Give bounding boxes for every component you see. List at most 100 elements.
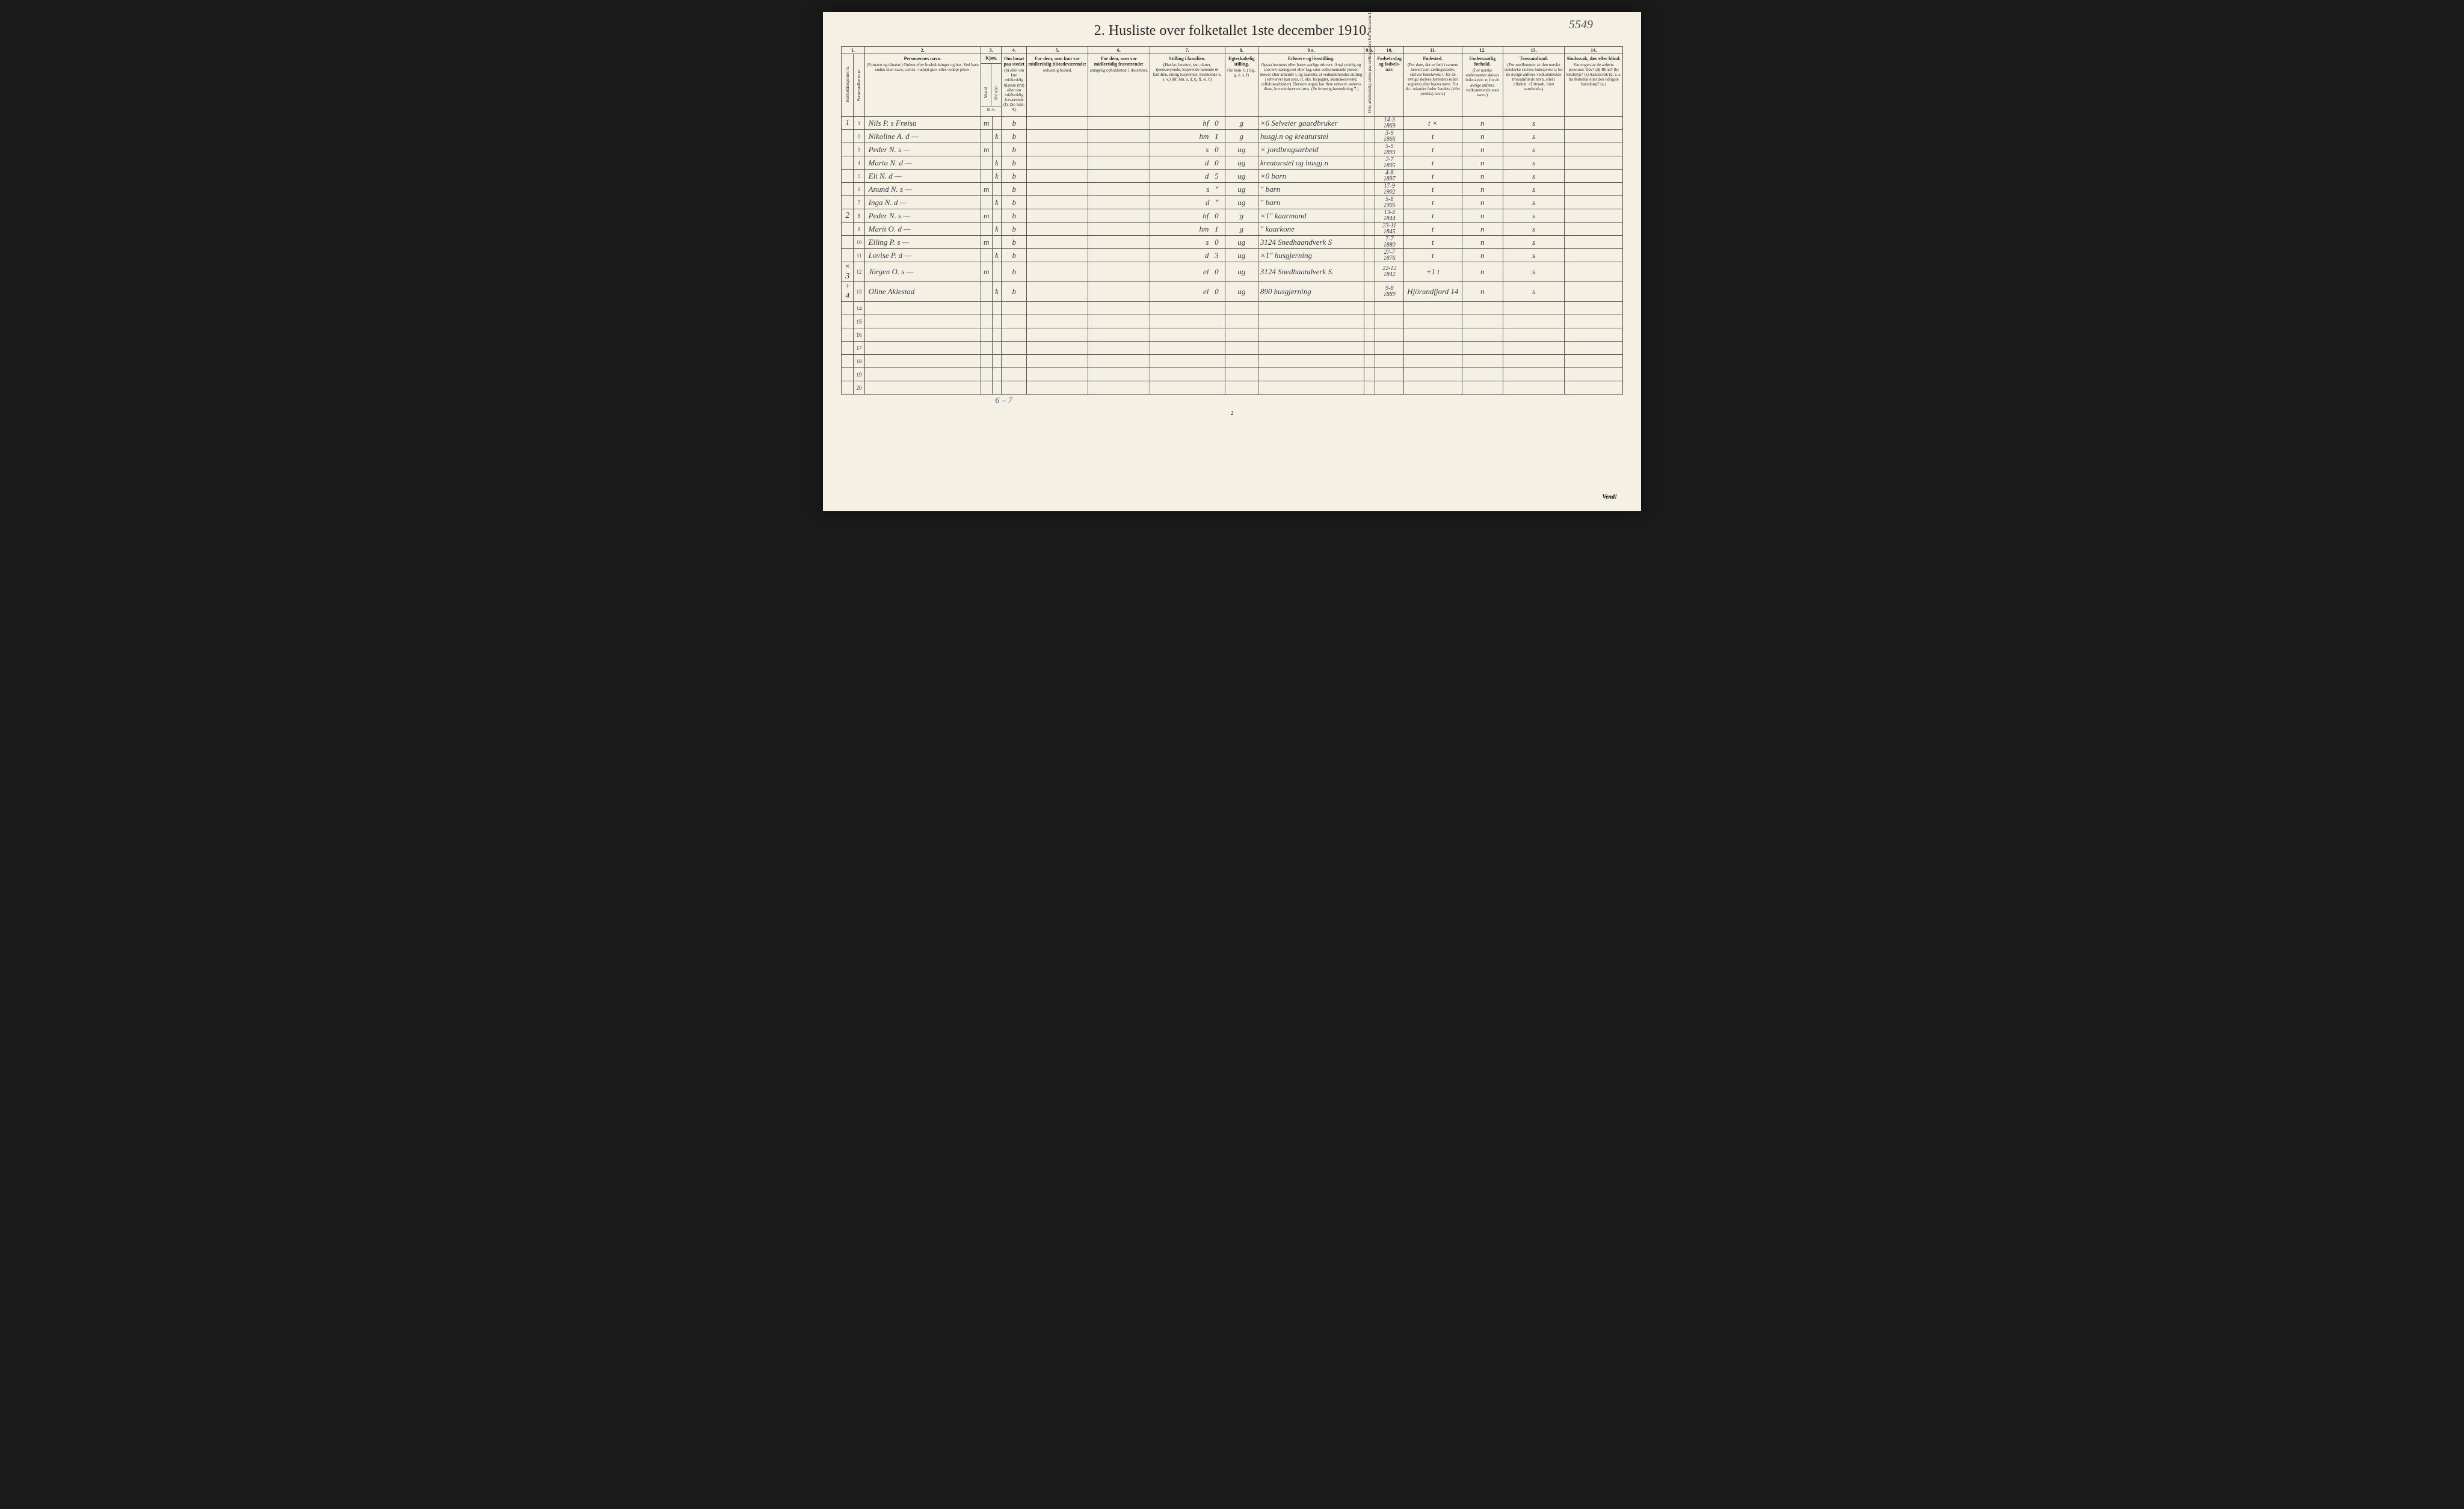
cell-disability [1565, 156, 1623, 170]
cell-occupation: kreaturstel og husgj.n [1258, 156, 1364, 170]
cell-family: el 0 [1150, 282, 1225, 302]
table-row: 28Peder N. s —mbhf 0g×1" kaarmand13-4184… [842, 209, 1623, 223]
cell-marital: ug [1225, 143, 1258, 156]
table-row: 6Anund N. s —mbs "ug" barn17-91902t ns [842, 183, 1623, 196]
cell-sex-m [981, 223, 992, 236]
cell-sex-m: m [981, 183, 992, 196]
cell-marital: ug [1225, 156, 1258, 170]
cell-temp-present [1026, 209, 1088, 223]
cell-family: hf 0 [1150, 117, 1225, 130]
cell-name: Elling P. s — [864, 236, 981, 249]
cell-disability [1565, 236, 1623, 249]
cell-temp-absent [1088, 130, 1150, 143]
cell-person-num: 8 [854, 209, 864, 223]
cell-unemployed [1364, 262, 1375, 282]
cell-temp-absent [1088, 282, 1150, 302]
cell-birthplace: t [1404, 130, 1462, 143]
cell-disability [1565, 249, 1623, 262]
colnum-6: 6. [1088, 47, 1150, 54]
cell-temp-present [1026, 196, 1088, 209]
cell-hh [842, 196, 854, 209]
cell-sex-m [981, 130, 992, 143]
cell-sex-m: m [981, 143, 992, 156]
cell-religion: s [1503, 170, 1564, 183]
cell-birthplace: t × [1404, 117, 1462, 130]
cell-temp-present [1026, 170, 1088, 183]
cell-family: hm 1 [1150, 223, 1225, 236]
cell-occupation: " barn [1258, 196, 1364, 209]
cell-occupation: 890 husgjerning [1258, 282, 1364, 302]
cell-person-num: 6 [854, 183, 864, 196]
cell-birthdate: 2-71895 [1375, 156, 1404, 170]
cell-hh: × 3 [842, 262, 854, 282]
cell-unemployed [1364, 143, 1375, 156]
cell-hh [842, 249, 854, 262]
cell-name: Anund N. s — [864, 183, 981, 196]
cell-sex-m: m [981, 236, 992, 249]
cell-marital: g [1225, 130, 1258, 143]
cell-birthplace: +1 t [1404, 262, 1462, 282]
cell-unemployed [1364, 236, 1375, 249]
cell-disability [1565, 282, 1623, 302]
cell-family: s 0 [1150, 143, 1225, 156]
cell-occupation: 3124 Snedhaandverk S [1258, 236, 1364, 249]
cell-birthplace: t [1404, 183, 1462, 196]
cell-temp-present [1026, 223, 1088, 236]
cell-person-num: 13 [854, 282, 864, 302]
table-row: 9Marit O. d —kbhm 1g" kaarkone23-111845t… [842, 223, 1623, 236]
cell-occupation: ×6 Selveier gaardbruker [1258, 117, 1364, 130]
table-row-empty: 16 [842, 328, 1623, 342]
table-row: + 413Oline Aklestadkbel 0ug890 husgjerni… [842, 282, 1623, 302]
cell-marital: ug [1225, 282, 1258, 302]
cell-resident: b [1002, 183, 1026, 196]
cell-unemployed [1364, 156, 1375, 170]
cell-resident: b [1002, 170, 1026, 183]
cell-name: Nils P. s Frøisa [864, 117, 981, 130]
cell-disability [1565, 262, 1623, 282]
cell-birthdate: 3-91866 [1375, 130, 1404, 143]
cell-name: Lovise P. d — [864, 249, 981, 262]
cell-disability [1565, 117, 1623, 130]
cell-disability [1565, 223, 1623, 236]
colnum-11: 11. [1404, 47, 1462, 54]
cell-religion: s [1503, 236, 1564, 249]
cell-hh [842, 236, 854, 249]
colnum-10: 10. [1375, 47, 1404, 54]
cell-temp-absent [1088, 156, 1150, 170]
cell-sex-k: k [992, 130, 1002, 143]
cell-nationality: n [1462, 262, 1503, 282]
cell-temp-absent [1088, 170, 1150, 183]
cell-nationality: n [1462, 143, 1503, 156]
cell-sex-m: m [981, 209, 992, 223]
cell-person-num: 4 [854, 156, 864, 170]
cell-religion: s [1503, 249, 1564, 262]
cell-resident: b [1002, 196, 1026, 209]
table-row: 2Nikoline A. d —kbhm 1ghusgj.n og kreatu… [842, 130, 1623, 143]
cell-sex-k [992, 143, 1002, 156]
header-hh-num: Husholdningernes nr. [842, 54, 854, 117]
table-body: 11Nils P. s Frøisambhf 0g×6 Selveier gaa… [842, 117, 1623, 408]
cell-occupation: ×1" husgjerning [1258, 249, 1364, 262]
table-row-empty: 15 [842, 315, 1623, 328]
cell-resident: b [1002, 117, 1026, 130]
cell-hh [842, 130, 854, 143]
table-row-empty: 18 [842, 355, 1623, 368]
cell-resident: b [1002, 143, 1026, 156]
cell-temp-absent [1088, 143, 1150, 156]
table-row: 5Eli N. d —kbd 5ug×0 barn4-81897t ns [842, 170, 1623, 183]
column-header-row: Husholdningernes nr. Personsedlernes nr.… [842, 54, 1623, 117]
cell-birthplace: t [1404, 196, 1462, 209]
cell-person-num: 2 [854, 130, 864, 143]
cell-birthdate: 9-81889 [1375, 282, 1404, 302]
cell-sex-m [981, 282, 992, 302]
cell-temp-absent [1088, 262, 1150, 282]
cell-temp-present [1026, 183, 1088, 196]
cell-marital: ug [1225, 262, 1258, 282]
colnum-5: 5. [1026, 47, 1088, 54]
cell-family: hm 1 [1150, 130, 1225, 143]
cell-nationality: n [1462, 156, 1503, 170]
colnum-7: 7. [1150, 47, 1225, 54]
cell-temp-absent [1088, 249, 1150, 262]
cell-sex-m [981, 249, 992, 262]
table-row-empty: 20 [842, 381, 1623, 395]
